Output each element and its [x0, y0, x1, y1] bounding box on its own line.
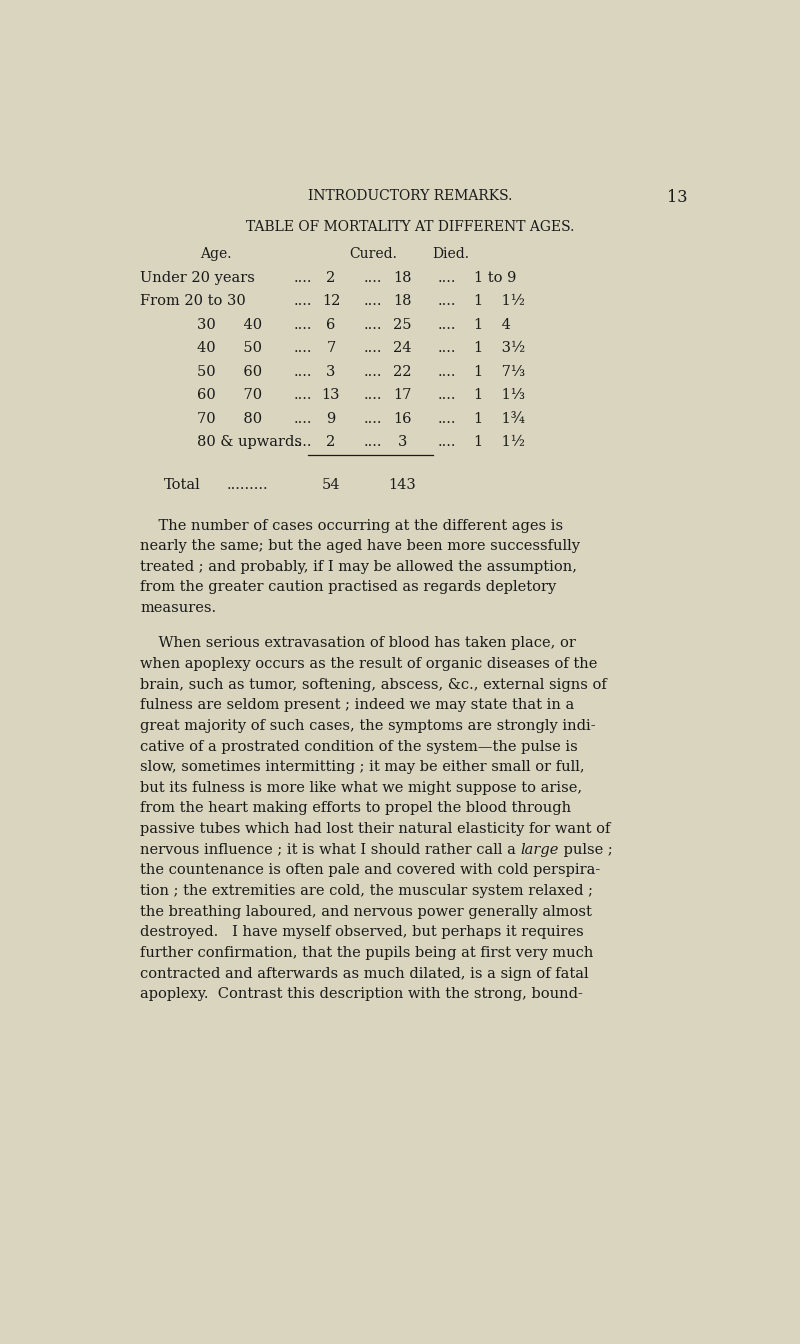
Text: 30      40: 30 40 [197, 317, 262, 332]
Text: 13: 13 [322, 388, 340, 402]
Text: passive tubes which had lost their natural elasticity for want of: passive tubes which had lost their natur… [140, 823, 610, 836]
Text: 1    1⅓: 1 1⅓ [474, 388, 526, 402]
Text: cative of a prostrated condition of the system—the pulse is: cative of a prostrated condition of the … [140, 739, 578, 754]
Text: ....: .... [438, 341, 457, 355]
Text: apoplexy.  Contrast this description with the strong, bound-: apoplexy. Contrast this description with… [140, 988, 583, 1001]
Text: ....: .... [294, 270, 312, 285]
Text: 3: 3 [326, 364, 336, 379]
Text: measures.: measures. [140, 601, 217, 616]
Text: nervous influence ; it is what I should rather call a: nervous influence ; it is what I should … [140, 843, 521, 856]
Text: INTRODUCTORY REMARKS.: INTRODUCTORY REMARKS. [308, 190, 512, 203]
Text: 16: 16 [393, 411, 411, 426]
Text: large: large [521, 843, 559, 856]
Text: tion ; the extremities are cold, the muscular system relaxed ;: tion ; the extremities are cold, the mus… [140, 884, 594, 898]
Text: but its fulness is more like what we might suppose to arise,: but its fulness is more like what we mig… [140, 781, 582, 794]
Text: ....: .... [363, 388, 382, 402]
Text: pulse ;: pulse ; [559, 843, 613, 856]
Text: ....: .... [363, 270, 382, 285]
Text: ....: .... [294, 364, 312, 379]
Text: brain, such as tumor, softening, abscess, &c., external signs of: brain, such as tumor, softening, abscess… [140, 677, 607, 692]
Text: The number of cases occurring at the different ages is: The number of cases occurring at the dif… [140, 519, 563, 532]
Text: great majority of such cases, the symptoms are strongly indi-: great majority of such cases, the sympto… [140, 719, 596, 732]
Text: the breathing laboured, and nervous power generally almost: the breathing laboured, and nervous powe… [140, 905, 592, 919]
Text: ....: .... [363, 317, 382, 332]
Text: ....: .... [438, 364, 457, 379]
Text: from the heart making efforts to propel the blood through: from the heart making efforts to propel … [140, 801, 571, 816]
Text: ....: .... [363, 341, 382, 355]
Text: treated ; and probably, if I may be allowed the assumption,: treated ; and probably, if I may be allo… [140, 560, 578, 574]
Text: slow, sometimes intermitting ; it may be either small or full,: slow, sometimes intermitting ; it may be… [140, 761, 585, 774]
Text: contracted and afterwards as much dilated, is a sign of fatal: contracted and afterwards as much dilate… [140, 966, 589, 981]
Text: the countenance is often pale and covered with cold perspira-: the countenance is often pale and covere… [140, 863, 601, 878]
Text: From 20 to 30: From 20 to 30 [140, 294, 246, 308]
Text: ....: .... [294, 317, 312, 332]
Text: ....: .... [294, 341, 312, 355]
Text: further confirmation, that the pupils being at first very much: further confirmation, that the pupils be… [140, 946, 594, 960]
Text: 1    1½: 1 1½ [474, 435, 526, 449]
Text: ....: .... [363, 435, 382, 449]
Text: 60      70: 60 70 [197, 388, 262, 402]
Text: 9: 9 [326, 411, 335, 426]
Text: .........: ......... [227, 477, 269, 492]
Text: 40      50: 40 50 [197, 341, 262, 355]
Text: ....: .... [294, 411, 312, 426]
Text: 25: 25 [393, 317, 411, 332]
Text: ....: .... [438, 317, 457, 332]
Text: 3: 3 [398, 435, 407, 449]
Text: Total: Total [163, 477, 200, 492]
Text: ....: .... [363, 364, 382, 379]
Text: ....: .... [294, 435, 312, 449]
Text: 143: 143 [388, 477, 416, 492]
Text: ....: .... [438, 411, 457, 426]
Text: 1    7⅓: 1 7⅓ [474, 364, 526, 379]
Text: 1    1¾: 1 1¾ [474, 411, 526, 426]
Text: When serious extravasation of blood has taken place, or: When serious extravasation of blood has … [140, 636, 576, 650]
Text: 1    4: 1 4 [474, 317, 511, 332]
Text: TABLE OF MORTALITY AT DIFFERENT AGES.: TABLE OF MORTALITY AT DIFFERENT AGES. [246, 220, 574, 234]
Text: 17: 17 [393, 388, 411, 402]
Text: 2: 2 [326, 270, 335, 285]
Text: 18: 18 [393, 270, 411, 285]
Text: 70      80: 70 80 [197, 411, 262, 426]
Text: 1    3½: 1 3½ [474, 341, 526, 355]
Text: 50      60: 50 60 [197, 364, 262, 379]
Text: nearly the same; but the aged have been more successfully: nearly the same; but the aged have been … [140, 539, 580, 554]
Text: ....: .... [438, 294, 457, 308]
Text: ....: .... [294, 294, 312, 308]
Text: 22: 22 [393, 364, 411, 379]
Text: destroyed.   I have myself observed, but perhaps it requires: destroyed. I have myself observed, but p… [140, 925, 584, 939]
Text: Under 20 years: Under 20 years [140, 270, 255, 285]
Text: 54: 54 [322, 477, 340, 492]
Text: ....: .... [438, 270, 457, 285]
Text: 18: 18 [393, 294, 411, 308]
Text: 1 to 9: 1 to 9 [474, 270, 517, 285]
Text: 2: 2 [326, 435, 335, 449]
Text: ....: .... [438, 435, 457, 449]
Text: Cured.: Cured. [349, 247, 397, 261]
Text: 12: 12 [322, 294, 340, 308]
Text: when apoplexy occurs as the result of organic diseases of the: when apoplexy occurs as the result of or… [140, 657, 598, 671]
Text: ....: .... [363, 411, 382, 426]
Text: 7: 7 [326, 341, 335, 355]
Text: Age.: Age. [201, 247, 232, 261]
Text: fulness are seldom present ; indeed we may state that in a: fulness are seldom present ; indeed we m… [140, 699, 574, 712]
Text: from the greater caution practised as regards depletory: from the greater caution practised as re… [140, 581, 557, 594]
Text: ....: .... [294, 388, 312, 402]
Text: 24: 24 [393, 341, 411, 355]
Text: 1    1½: 1 1½ [474, 294, 526, 308]
Text: 13: 13 [667, 190, 687, 206]
Text: 80 & upwards: 80 & upwards [197, 435, 302, 449]
Text: Died.: Died. [432, 247, 469, 261]
Text: 6: 6 [326, 317, 336, 332]
Text: ....: .... [363, 294, 382, 308]
Text: ....: .... [438, 388, 457, 402]
